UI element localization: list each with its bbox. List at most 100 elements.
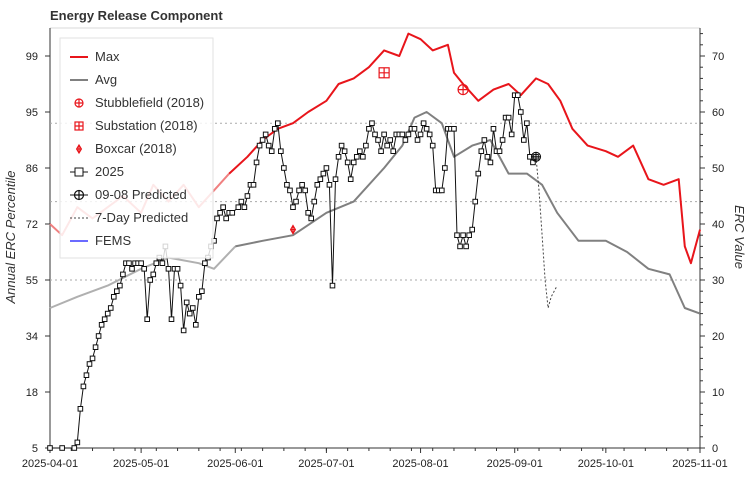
legend-swatch xyxy=(74,121,84,131)
current-2025-point xyxy=(126,260,132,266)
current-2025-point xyxy=(363,142,369,149)
current-2025-point xyxy=(293,198,299,205)
current-2025-point xyxy=(284,182,290,188)
current-2025-point xyxy=(110,294,117,300)
current-2025-point xyxy=(250,182,257,188)
legend-swatch-marker xyxy=(73,189,85,201)
x-tick-label: 2025-04-01 xyxy=(22,458,78,470)
current-2025-point xyxy=(381,131,387,138)
current-2025-point xyxy=(253,159,260,166)
current-2025-point xyxy=(150,271,157,278)
current-2025-point xyxy=(478,148,485,154)
current-2025-point xyxy=(305,210,311,216)
current-2025-point xyxy=(505,114,512,121)
right-tick-label: 10 xyxy=(712,387,724,399)
current-2025-point xyxy=(524,120,530,127)
legend-item: 09-08 Predicted xyxy=(70,187,187,202)
legend-item: Max xyxy=(70,49,120,64)
current-2025-point xyxy=(120,271,126,278)
current-2025-point xyxy=(360,154,366,160)
current-2025-point xyxy=(147,277,154,283)
right-tick-label: 40 xyxy=(712,219,724,231)
legend-item: FEMS xyxy=(70,233,131,248)
current-2025-point xyxy=(98,322,105,328)
current-2025-point xyxy=(326,182,333,188)
current-2025-point xyxy=(275,120,281,127)
legend-swatch xyxy=(74,98,84,108)
current-2025-point xyxy=(475,170,482,177)
current-2025-point xyxy=(320,170,327,177)
current-2025-point xyxy=(86,361,93,367)
stubblefield-marker xyxy=(457,83,469,96)
current-2025-point xyxy=(83,372,90,378)
current-2025-point xyxy=(168,316,175,322)
current-2025-point xyxy=(153,260,160,266)
current-2025-point xyxy=(114,288,120,294)
current-2025-point xyxy=(180,327,187,334)
legend-item: 7-Day Predicted xyxy=(70,210,188,225)
current-2025-point xyxy=(484,154,491,160)
current-2025-point xyxy=(466,232,472,238)
left-tick-label: 99 xyxy=(26,51,38,63)
current-2025-point xyxy=(174,266,181,272)
current-2025-point xyxy=(338,142,345,149)
current-2025-point xyxy=(426,131,433,138)
predicted-7day-line xyxy=(535,156,558,309)
avg-line xyxy=(235,111,701,315)
legend-item: Boxcar (2018) xyxy=(75,141,177,156)
current-2025-point xyxy=(499,137,506,143)
current-2025-point xyxy=(442,165,448,171)
current-2025-point xyxy=(508,131,515,138)
current-2025-point xyxy=(278,148,284,154)
max-line xyxy=(228,32,701,265)
current-2025-point xyxy=(414,137,421,143)
current-2025-point xyxy=(420,120,427,127)
current-2025-point xyxy=(487,159,494,166)
current-2025-point xyxy=(460,232,466,238)
x-tick-label: 2025-09-01 xyxy=(487,458,543,470)
current-2025-point xyxy=(378,148,384,154)
current-2025-point xyxy=(192,322,199,328)
current-2025-point xyxy=(369,120,375,127)
legend-item: Avg xyxy=(70,72,117,87)
current-2025-point xyxy=(514,92,521,99)
left-tick-label: 55 xyxy=(26,275,38,287)
current-2025-point xyxy=(223,215,229,222)
current-2025-point xyxy=(302,187,308,194)
right-tick-label: 60 xyxy=(712,107,724,119)
current-2025-point xyxy=(423,126,430,132)
current-2025-point xyxy=(335,154,342,160)
chart-title: Energy Release Component xyxy=(50,8,223,23)
current-2025-point xyxy=(235,204,242,210)
legend-label: Avg xyxy=(95,72,117,87)
x-tick-label: 2025-06-01 xyxy=(207,458,263,470)
x-tick-label: 2025-05-01 xyxy=(113,458,169,470)
legend-swatch xyxy=(75,143,83,155)
current-2025-point xyxy=(265,142,272,149)
legend-label: Max xyxy=(95,49,120,64)
legend-label: 7-Day Predicted xyxy=(95,210,188,225)
legend-label: FEMS xyxy=(95,233,131,248)
current-2025-point xyxy=(290,204,296,210)
right-tick-label: 50 xyxy=(712,163,724,175)
current-2025-point xyxy=(323,165,330,171)
current-2025-point xyxy=(138,260,144,266)
current-2025-point xyxy=(329,282,336,289)
current-2025-point xyxy=(439,187,445,194)
right-tick-label: 30 xyxy=(712,275,724,287)
current-2025-point xyxy=(387,137,393,143)
current-2025-point xyxy=(429,142,436,149)
current-2025-point xyxy=(165,266,172,272)
current-2025-point xyxy=(311,198,318,205)
current-2025-point xyxy=(183,299,190,306)
current-2025-point xyxy=(317,176,324,182)
current-2025-point xyxy=(296,187,302,194)
current-2025-point xyxy=(74,439,81,446)
x-tick-label: 2025-10-01 xyxy=(578,458,634,470)
current-2025-point xyxy=(238,198,245,205)
legend-label: Boxcar (2018) xyxy=(95,141,177,156)
left-tick-label: 18 xyxy=(26,387,38,399)
current-2025-point xyxy=(469,226,475,233)
current-2025-point xyxy=(517,109,524,115)
